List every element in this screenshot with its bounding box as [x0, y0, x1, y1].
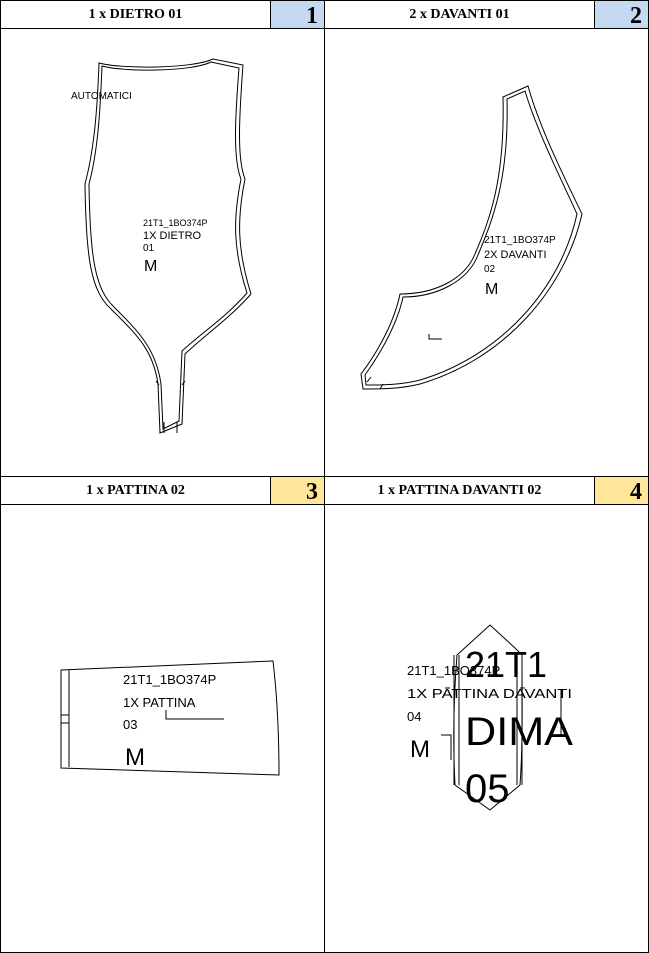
panel-3-label-piece: 1X PATTINA	[123, 695, 196, 710]
panel-1-label-piece: 1X DIETRO	[143, 230, 202, 242]
panel-4-dima-code: 21T1	[465, 644, 547, 685]
panel-4: 1 x PATTINA DAVANTI 02 4 21T1_1BO374P 1X…	[325, 477, 648, 952]
panel-4-label-piece: 1X PATTINA DAVANTI	[407, 686, 572, 701]
grid-horizontal-divider	[1, 476, 648, 477]
pattina-davanti-piece-outline	[441, 624, 562, 811]
panel-1-label-size: M	[144, 258, 157, 275]
panel-2-title: 2 x DAVANTI 01	[409, 7, 510, 22]
panel-4-label-code: 21T1_1BO374P	[407, 663, 500, 678]
dietro-piece-outline	[84, 58, 252, 434]
panel-4-title: 1 x PATTINA DAVANTI 02	[377, 483, 542, 498]
panel-2-label-size: M	[485, 281, 498, 298]
panel-4-pattern: 21T1_1BO374P 1X PATTINA DAVANTI 04 M 21T…	[407, 624, 573, 811]
panel-2-label-code: 21T1_1BO374P	[484, 235, 556, 246]
panel-4-number: 4	[594, 477, 648, 505]
panel-2-label-piece-number: 02	[484, 264, 496, 275]
panel-3-pattern: 21T1_1BO374P 1X PATTINA 03 M	[60, 660, 280, 776]
panel-3: 1 x PATTINA 02 3 21T1_1BO374P 1X PATTINA…	[1, 477, 324, 952]
panel-4-label-piece-number: 04	[407, 709, 421, 724]
panel-3-label-size: M	[125, 744, 145, 771]
panel-2-header: 2 x DAVANTI 01 2	[325, 1, 648, 29]
panel-2: 2 x DAVANTI 01 2 21T1_1BO374P 2X DAVANTI…	[325, 1, 648, 476]
panel-3-header: 1 x PATTINA 02 3	[1, 477, 324, 505]
panel-1-label-piece-number: 01	[143, 243, 155, 254]
panel-2-number: 2	[594, 1, 648, 29]
panel-1-title: 1 x DIETRO 01	[88, 7, 183, 22]
panel-3-label-piece-number: 03	[123, 717, 137, 732]
panel-2-pattern: 21T1_1BO374P 2X DAVANTI 02 M	[360, 85, 583, 390]
pattina-piece-outline	[60, 660, 280, 776]
panel-4-header: 1 x PATTINA DAVANTI 02 4	[325, 477, 648, 505]
panel-3-number: 3	[270, 477, 324, 505]
panel-1: 1 x DIETRO 01 1 AUTOMATICI 21T1_1BO374P …	[1, 1, 324, 476]
panel-4-label-size: M	[410, 736, 430, 763]
panel-1-label-code: 21T1_1BO374P	[143, 218, 208, 228]
panel-4-dima-label: DIMA	[465, 710, 573, 754]
davanti-piece-outline	[360, 85, 583, 390]
panel-3-title: 1 x PATTINA 02	[86, 483, 185, 498]
panel-1-header: 1 x DIETRO 01 1	[1, 1, 324, 29]
panel-3-label-code: 21T1_1BO374P	[123, 672, 216, 687]
panel-4-dima-number: 05	[465, 767, 510, 811]
panel-1-number: 1	[270, 1, 324, 29]
panel-2-label-piece: 2X DAVANTI	[484, 249, 547, 261]
panel-1-pattern: AUTOMATICI 21T1_1BO374P 1X DIETRO 01 M	[71, 58, 252, 434]
panel-1-label-automatici: AUTOMATICI	[71, 91, 132, 102]
